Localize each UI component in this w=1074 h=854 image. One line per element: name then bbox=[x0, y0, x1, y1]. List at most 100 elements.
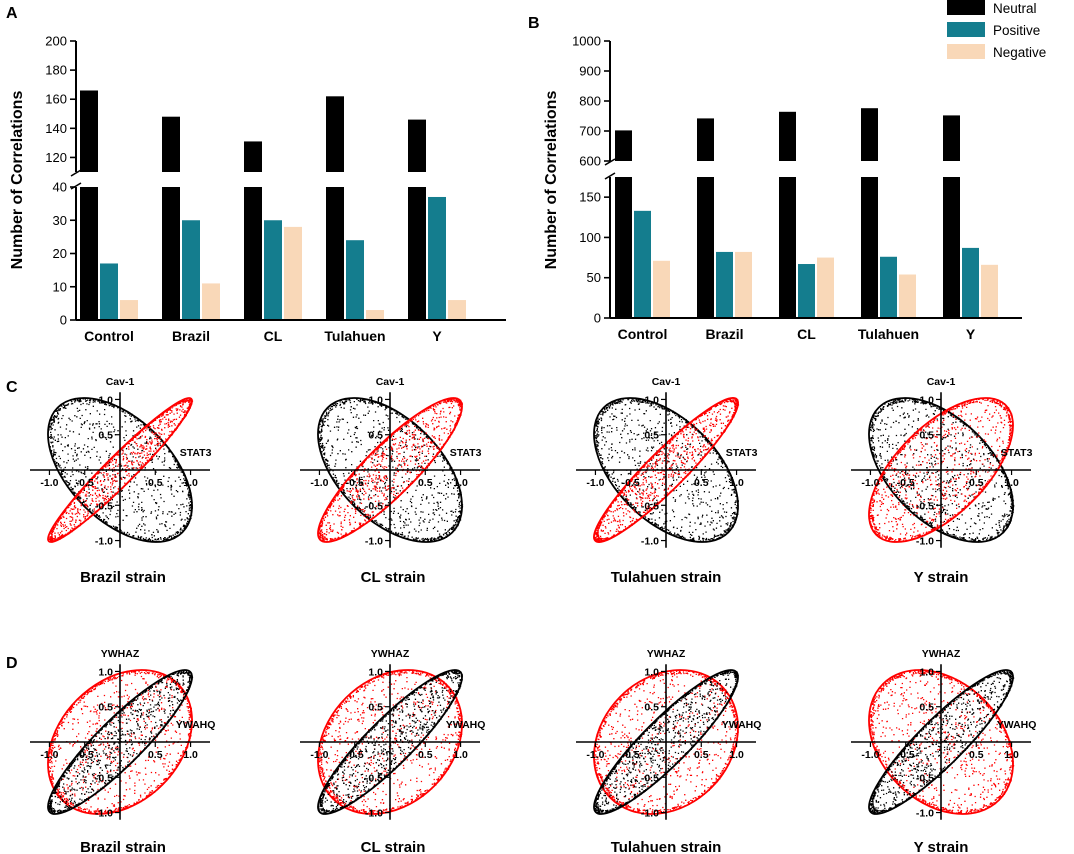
y-tick-label: -0.5 bbox=[641, 500, 659, 512]
strain-title-c-cl: CL strain bbox=[361, 569, 426, 586]
x-tick-label: 1.0 bbox=[1004, 477, 1019, 489]
x-tick-label: -0.5 bbox=[346, 477, 364, 489]
bar-cl-positive bbox=[798, 264, 815, 318]
axis-break-mark bbox=[70, 169, 82, 177]
ylabel-a: Number of Correlations bbox=[9, 91, 26, 270]
bar-control-neutral bbox=[80, 90, 98, 172]
y-tick-label: -1.0 bbox=[641, 536, 659, 548]
control-cloud-points bbox=[594, 669, 739, 815]
x-tick-label: 0.5 bbox=[694, 477, 709, 489]
y-tick-label: 0.5 bbox=[919, 702, 934, 714]
y-tick-label: -1.0 bbox=[641, 808, 659, 820]
control-cloud-outline bbox=[317, 397, 463, 543]
infected-cloud-outline bbox=[593, 397, 739, 543]
bar-control-neutral-lower bbox=[615, 177, 632, 318]
y-tick-label: 120 bbox=[45, 150, 67, 165]
bar-brazil-neutral-lower bbox=[697, 177, 714, 318]
legend: Neutral Positive Negative bbox=[947, 0, 1046, 60]
legend-label-negative: Negative bbox=[993, 45, 1046, 60]
bar-control-negative bbox=[653, 260, 670, 318]
y-tick-label: -1.0 bbox=[365, 808, 383, 820]
bar-control-neutral bbox=[615, 130, 632, 161]
y-tick-label: 1.0 bbox=[98, 394, 113, 406]
x-tick-label: 0.5 bbox=[418, 749, 433, 761]
x-tick-label: -0.5 bbox=[622, 477, 640, 489]
bar-tulahuen-neutral bbox=[861, 108, 878, 161]
x-tick-label: 1.0 bbox=[729, 477, 744, 489]
y-tick-label: 150 bbox=[579, 190, 601, 205]
x-tick-label: -1.0 bbox=[586, 749, 604, 761]
infected-cloud-outline bbox=[47, 669, 193, 815]
y-tick-label: 1.0 bbox=[644, 394, 659, 406]
bar-tulahuen-positive bbox=[346, 240, 364, 320]
strain-title-d-tulahuen: Tulahuen strain bbox=[611, 839, 722, 854]
bar-y-neutral-lower bbox=[943, 177, 960, 318]
y-axis-title: YWHAZ bbox=[922, 648, 961, 660]
y-tick-label: 1.0 bbox=[919, 394, 934, 406]
x-tick-label: 1.0 bbox=[1004, 749, 1019, 761]
y-tick-label: 0 bbox=[594, 311, 601, 326]
y-tick-label: 600 bbox=[579, 154, 601, 169]
control-cloud-outline bbox=[47, 669, 193, 815]
y-tick-label: 0.5 bbox=[368, 430, 383, 442]
control-cloud-outline bbox=[868, 397, 1014, 543]
category-label-cl: CL bbox=[797, 326, 816, 342]
infected-cloud-points bbox=[318, 669, 464, 815]
x-axis-title: STAT3 bbox=[450, 447, 482, 459]
scatter-c-brazil: -1.0 -1.0 -0.5-0.5 0.5 0.5 1.0 1.0 Cav-1 STAT3 bbox=[30, 376, 212, 548]
y-tick-label: 0.5 bbox=[98, 430, 113, 442]
x-tick-label: 0.5 bbox=[694, 749, 709, 761]
category-label-brazil: Brazil bbox=[705, 326, 743, 342]
y-tick-label: 1000 bbox=[572, 34, 601, 49]
x-tick-label: 1.0 bbox=[453, 477, 468, 489]
bar-chart-b: Control Brazil CL Tulahuen Y6007008009001000… bbox=[572, 34, 1022, 342]
bar-y-neutral bbox=[408, 119, 426, 172]
bar-control-positive bbox=[634, 210, 651, 318]
strain-title-d-cl: CL strain bbox=[361, 839, 426, 854]
x-tick-label: 1.0 bbox=[453, 749, 468, 761]
y-tick-label: 1.0 bbox=[368, 666, 383, 678]
y-tick-label: -1.0 bbox=[916, 808, 934, 820]
x-tick-label: -0.5 bbox=[897, 477, 915, 489]
y-axis-title: Cav-1 bbox=[652, 376, 681, 388]
x-axis-title: STAT3 bbox=[180, 447, 212, 459]
category-label-y: Y bbox=[432, 328, 442, 344]
x-tick-label: 1.0 bbox=[183, 749, 198, 761]
bar-y-negative bbox=[981, 264, 998, 318]
y-tick-label: 0.5 bbox=[919, 430, 934, 442]
bar-brazil-negative bbox=[202, 283, 220, 320]
x-tick-label: -0.5 bbox=[622, 749, 640, 761]
bar-brazil-neutral bbox=[697, 118, 714, 161]
x-tick-label: -1.0 bbox=[40, 477, 58, 489]
y-tick-label: 140 bbox=[45, 121, 67, 136]
infected-cloud-points bbox=[869, 669, 1015, 814]
x-tick-label: -1.0 bbox=[861, 749, 879, 761]
panel-label-a: A bbox=[6, 5, 18, 22]
y-tick-label: -0.5 bbox=[916, 500, 934, 512]
panel-label-d: D bbox=[6, 655, 18, 672]
y-tick-label: 0 bbox=[60, 313, 67, 328]
scatter-d-tulahuen: -1.0 -1.0 -0.5-0.5 0.5 0.5 1.0 1.0 YWHAZ YWAHQ bbox=[576, 648, 761, 820]
x-tick-label: 1.0 bbox=[183, 477, 198, 489]
bar-cl-positive bbox=[264, 220, 282, 320]
bar-cl-neutral-lower bbox=[244, 187, 262, 320]
category-label-control: Control bbox=[618, 326, 668, 342]
y-tick-label: 20 bbox=[53, 246, 67, 261]
y-axis-title: YWHAZ bbox=[371, 648, 410, 660]
control-cloud-outline bbox=[317, 669, 463, 815]
category-label-cl: CL bbox=[264, 328, 283, 344]
infected-cloud-outline bbox=[317, 669, 463, 815]
category-label-y: Y bbox=[966, 326, 976, 342]
scatter-c-cl: -1.0 -1.0 -0.5-0.5 0.5 0.5 1.0 1.0 Cav-1 STAT3 bbox=[300, 376, 482, 548]
x-tick-label: -0.5 bbox=[897, 749, 915, 761]
bar-tulahuen-neutral-lower bbox=[861, 177, 878, 318]
legend-swatch-neutral bbox=[947, 0, 985, 15]
y-axis-title: Cav-1 bbox=[927, 376, 956, 388]
infected-cloud-outline bbox=[47, 397, 193, 543]
infected-cloud-outline bbox=[317, 397, 463, 543]
x-axis-title: STAT3 bbox=[1001, 447, 1033, 459]
scatter-d-y: -1.0 -1.0 -0.5-0.5 0.5 0.5 1.0 1.0 YWHAZ YWAHQ bbox=[851, 648, 1036, 820]
x-axis-title: YWAHQ bbox=[446, 719, 486, 731]
y-tick-label: 800 bbox=[579, 94, 601, 109]
y-tick-label: 1.0 bbox=[644, 666, 659, 678]
